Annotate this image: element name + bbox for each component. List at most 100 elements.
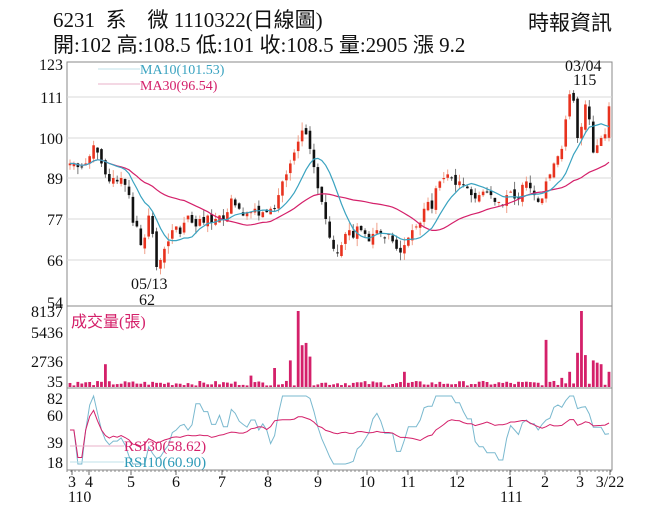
- volume-bar: [521, 382, 524, 387]
- candle: [127, 186, 131, 196]
- volume-bar: [489, 384, 493, 387]
- volume-bar: [340, 385, 343, 387]
- volume-bar: [241, 384, 245, 387]
- volume-bar: [501, 382, 505, 387]
- candle: [529, 182, 532, 189]
- volume-bar: [509, 382, 513, 387]
- volume-bar: [237, 385, 241, 387]
- volume-bar: [469, 384, 473, 387]
- ma30-legend: MA30(96.54): [140, 79, 218, 94]
- candle: [466, 186, 469, 189]
- volume-bar: [308, 356, 312, 387]
- candle: [513, 189, 516, 199]
- candle: [588, 106, 591, 120]
- candle: [222, 215, 225, 219]
- volume-bar: [222, 382, 225, 387]
- volume-bar: [556, 384, 560, 387]
- volume-bar: [332, 384, 335, 387]
- candle: [489, 191, 493, 196]
- candle: [556, 156, 560, 165]
- candle: [560, 148, 564, 160]
- volume-bar: [387, 384, 391, 387]
- volume-panel: 8137 5436 2736 35 成交量(張): [31, 304, 613, 391]
- volume-bar: [182, 385, 186, 387]
- candle: [399, 247, 402, 253]
- candle: [576, 98, 579, 138]
- price-tick: 77: [47, 212, 63, 229]
- candle: [131, 196, 135, 223]
- low-value-annotation: 62: [139, 292, 155, 309]
- volume-bar: [497, 382, 501, 387]
- volume-bar: [131, 381, 135, 387]
- candle: [96, 147, 99, 153]
- candle: [292, 152, 296, 161]
- candle: [434, 188, 438, 210]
- candle: [68, 163, 72, 166]
- candle: [481, 191, 485, 196]
- volume-bar: [336, 383, 339, 387]
- brand-label: 時報資訊: [528, 11, 612, 35]
- volume-bar: [198, 381, 202, 387]
- volume-bar: [229, 383, 233, 387]
- volume-bar: [481, 380, 485, 387]
- volume-bar: [418, 381, 422, 387]
- rsi30-legend: RSI30(58.62): [124, 439, 206, 455]
- volume-bar: [548, 381, 552, 387]
- volume-bar: [583, 355, 587, 387]
- candle: [226, 212, 229, 222]
- candle: [194, 219, 198, 227]
- volume-bar: [607, 371, 611, 387]
- candle: [371, 233, 375, 245]
- candle: [178, 227, 182, 234]
- candle: [454, 174, 457, 185]
- candle: [403, 245, 406, 254]
- x-tick-label: 3/22: [596, 474, 624, 491]
- high-value-annotation: 115: [573, 72, 596, 89]
- volume-bar: [186, 383, 190, 387]
- candle: [241, 212, 245, 216]
- candle: [603, 134, 607, 139]
- volume-bar: [462, 381, 465, 387]
- volume-bar: [135, 383, 139, 387]
- volume-bar: [465, 385, 469, 387]
- x-tick-label: 2: [541, 474, 549, 491]
- candle: [265, 209, 269, 213]
- volume-bar: [202, 382, 206, 387]
- candle: [473, 192, 477, 199]
- volume-bar: [595, 362, 599, 387]
- year-label-110: 110: [68, 489, 91, 506]
- volume-bar: [572, 383, 575, 387]
- candle: [552, 163, 556, 178]
- volume-bar: [568, 371, 572, 387]
- candle: [410, 230, 414, 241]
- volume-tick: 8137: [31, 304, 63, 321]
- candle: [312, 149, 316, 168]
- volume-bar: [277, 384, 280, 387]
- volume-bar: [225, 382, 229, 387]
- volume-bar: [233, 381, 237, 387]
- price-panel: 123 111 100 89 77 66 54 MA10(101.53) MA30(96.5…: [39, 57, 613, 312]
- high-date-annotation: 03/04: [565, 58, 601, 75]
- volume-bar: [383, 385, 387, 387]
- rsi-tick: 39: [47, 435, 63, 452]
- volume-bar: [88, 381, 92, 387]
- candle: [289, 163, 292, 174]
- volume-bar: [363, 381, 367, 387]
- x-tick-label: 1: [506, 474, 514, 491]
- rsi-tick: 82: [47, 391, 63, 408]
- candle: [123, 179, 127, 185]
- candle: [245, 212, 249, 217]
- candle: [119, 178, 123, 184]
- x-tick-label: 9: [314, 474, 322, 491]
- candle: [104, 160, 107, 175]
- volume-bar: [591, 360, 595, 387]
- candle: [418, 222, 422, 228]
- candle: [80, 166, 84, 168]
- volume-bar: [403, 371, 406, 387]
- volume-bar: [218, 384, 221, 387]
- volume-bar: [119, 383, 123, 387]
- volume-bar: [147, 384, 151, 387]
- year-label-111: 111: [500, 489, 523, 506]
- candle: [186, 215, 190, 220]
- volume-bar: [104, 364, 107, 387]
